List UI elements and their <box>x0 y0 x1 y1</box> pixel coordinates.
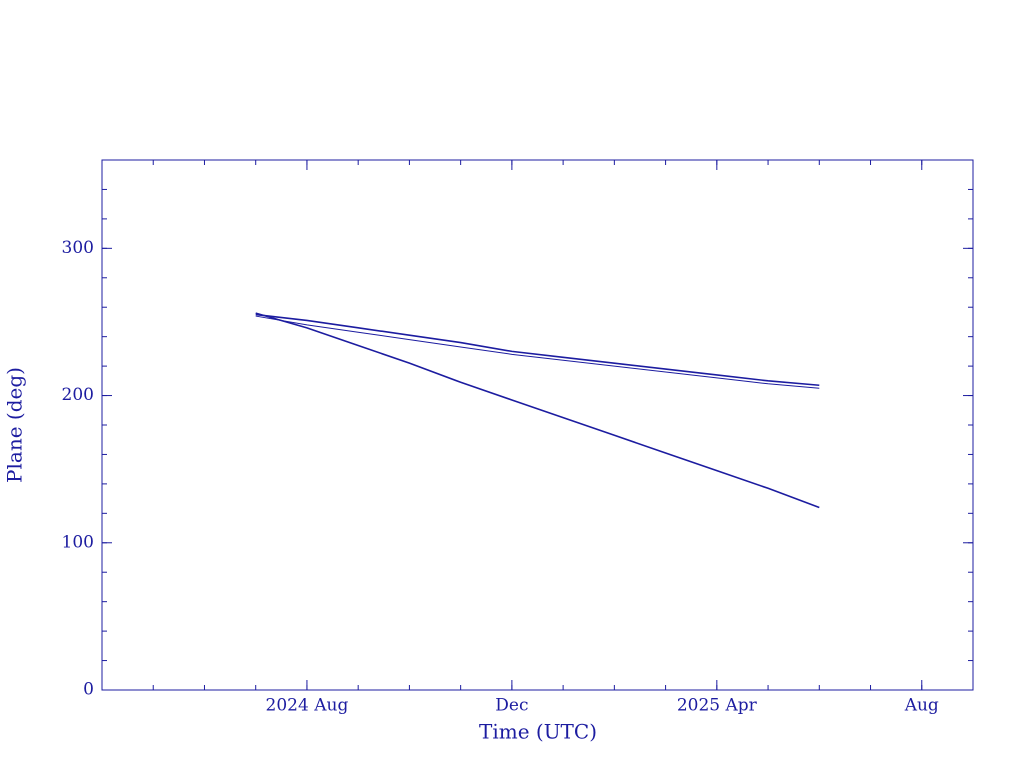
y-tick-label: 300 <box>62 238 94 258</box>
x-tick-label: Dec <box>495 696 528 716</box>
x-tick-label: 2025 Apr <box>677 696 758 716</box>
x-axis-title: Time (UTC) <box>479 720 597 744</box>
data-line <box>255 312 820 509</box>
y-tick-label: 0 <box>83 680 94 700</box>
y-tick-label: 200 <box>62 385 94 405</box>
x-tick-label: Aug <box>904 696 939 716</box>
x-tick-label: 2024 Aug <box>266 696 349 716</box>
data-line <box>255 313 820 387</box>
y-axis-title: Plane (deg) <box>3 367 27 483</box>
plot-frame <box>101 159 974 691</box>
data-line <box>255 315 820 389</box>
y-tick-label: 100 <box>62 532 94 552</box>
